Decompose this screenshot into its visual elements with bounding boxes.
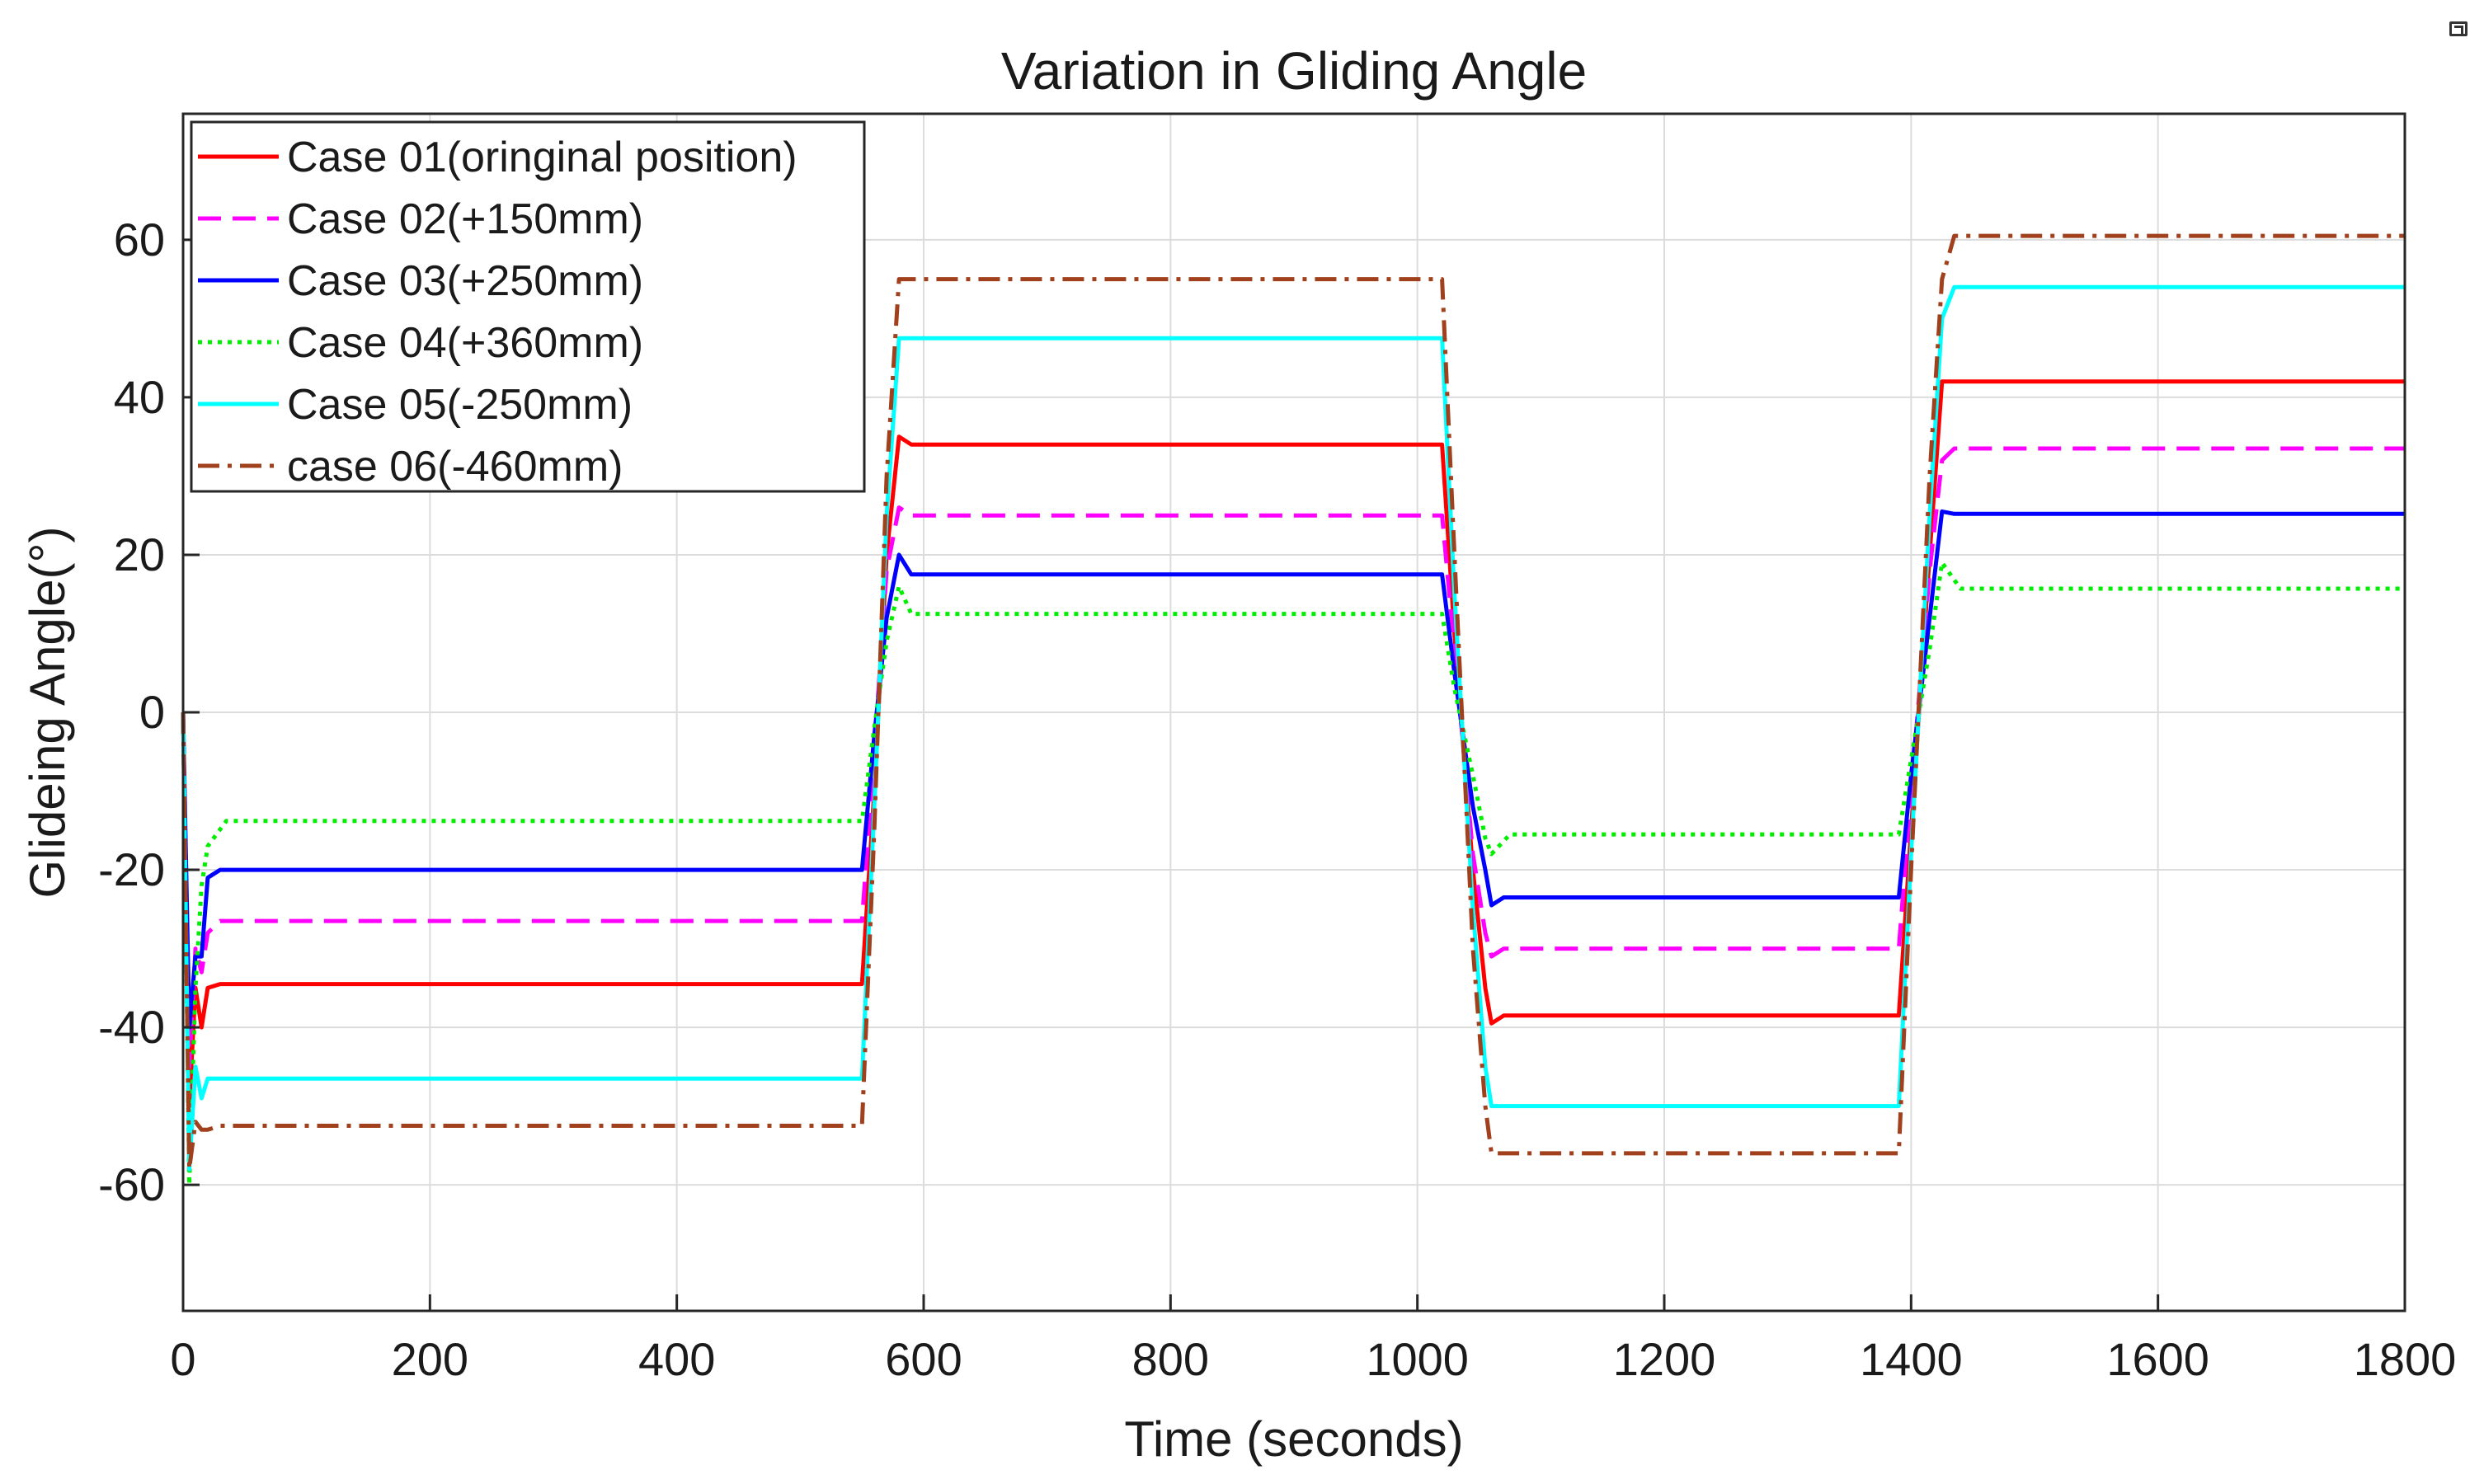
legend-label: Case 05(-250mm)	[287, 381, 633, 429]
legend-label: case 06(-460mm)	[287, 443, 623, 491]
legend-label: Case 03(+250mm)	[287, 257, 643, 305]
legend-label: Case 01(oringinal position)	[287, 134, 797, 181]
axis-ticks	[181, 238, 2406, 1311]
y-tick-label: -20	[98, 843, 165, 895]
y-tick-labels: -60 -40 -20 0 20 40 60	[98, 214, 165, 1210]
series-layer	[181, 233, 2405, 1187]
y-tick-label: -40	[98, 1001, 165, 1053]
legend-box	[190, 120, 866, 493]
x-tick-labels: 0 200 400 600 800 1000 1200 1400 1600 1800	[170, 1333, 2456, 1385]
chart-title: Variation in Gliding Angle	[1001, 41, 1587, 101]
x-tick-label: 0	[170, 1333, 195, 1385]
x-tick-label: 1200	[1613, 1333, 1716, 1385]
series-line-4	[181, 561, 2405, 1187]
y-tick-label: -60	[98, 1158, 165, 1210]
y-tick-label: 20	[114, 528, 165, 580]
y-tick-label: 60	[114, 214, 165, 265]
series-line-6	[181, 233, 2405, 1172]
legend-label: Case 02(+150mm)	[287, 195, 643, 243]
x-tick-label: 600	[885, 1333, 962, 1385]
legend-label: Case 04(+360mm)	[287, 319, 643, 367]
x-tick-label: 800	[1132, 1333, 1209, 1385]
x-tick-label: 200	[392, 1333, 468, 1385]
export-icon[interactable]	[2449, 21, 2468, 36]
x-tick-label: 1800	[2354, 1333, 2457, 1385]
x-tick-label: 1600	[2106, 1333, 2209, 1385]
y-tick-label: 40	[114, 371, 165, 423]
x-tick-label: 1400	[1860, 1333, 1963, 1385]
legend: Case 01(oringinal position) Case 02(+150m…	[190, 120, 866, 493]
x-tick-label: 400	[638, 1333, 715, 1385]
y-axis-label: Glideing Angle(°)	[20, 527, 75, 899]
x-axis-label: Time (seconds)	[1124, 1411, 1463, 1467]
x-tick-label: 1000	[1366, 1333, 1469, 1385]
y-tick-label: 0	[139, 686, 165, 738]
